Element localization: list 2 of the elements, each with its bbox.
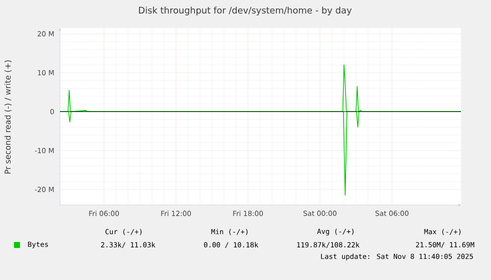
chart-title: Disk throughput for /dev/system/home - by day <box>139 6 352 16</box>
y-axis-title: Pr second read (-) / write (+) <box>4 60 12 174</box>
